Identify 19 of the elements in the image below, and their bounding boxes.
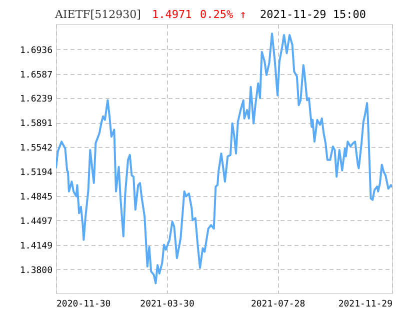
- y-tick-label: 1.5542: [20, 144, 52, 154]
- y-tick-label: 1.6936: [20, 46, 52, 56]
- line-series: [56, 32, 392, 284]
- y-tick-label: 1.4845: [20, 192, 52, 202]
- x-tick-label: 2021-11-29: [338, 300, 392, 310]
- x-tick-label: 2021-03-30: [140, 300, 194, 310]
- y-tick-label: 1.5194: [20, 168, 52, 178]
- y-tick-label: 1.4497: [20, 216, 52, 227]
- x-tick-label: 2020-11-30: [56, 300, 111, 310]
- text: 2021-11-29 15:00: [260, 8, 366, 21]
- text: 0.25% ↑: [200, 8, 246, 21]
- text: 1.4971: [152, 8, 192, 21]
- y-tick-label: 1.6587: [20, 70, 52, 80]
- chart-title: AIETF[512930]: [54, 8, 141, 21]
- x-tick-label: 2021-07-28: [250, 300, 306, 310]
- y-tick-label: 1.6239: [20, 94, 52, 105]
- y-tick-label: 1.5891: [20, 119, 52, 130]
- y-tick-label: 1.3800: [20, 266, 52, 276]
- y-tick-label: 1.4149: [20, 241, 52, 252]
